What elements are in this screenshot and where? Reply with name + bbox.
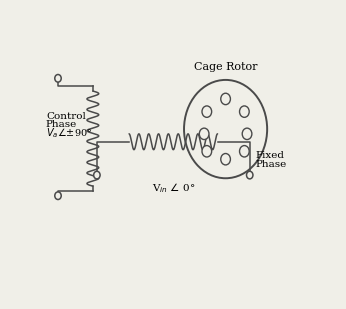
Text: Phase: Phase (255, 160, 286, 169)
Circle shape (239, 106, 249, 117)
Circle shape (246, 171, 253, 179)
Circle shape (221, 154, 230, 165)
Circle shape (242, 128, 252, 140)
Circle shape (55, 74, 61, 82)
Circle shape (55, 192, 61, 200)
Text: $V_a$$\angle$$\pm$90°: $V_a$$\angle$$\pm$90° (46, 126, 92, 140)
Text: Phase: Phase (46, 120, 77, 129)
Circle shape (202, 146, 212, 157)
Text: Control: Control (46, 112, 86, 121)
Circle shape (184, 80, 267, 178)
Circle shape (239, 146, 249, 157)
Text: V$_{in}$ $\angle$ 0°: V$_{in}$ $\angle$ 0° (152, 181, 195, 195)
Circle shape (221, 93, 230, 105)
Circle shape (202, 106, 212, 117)
Text: Fixed: Fixed (255, 151, 284, 160)
Circle shape (94, 171, 100, 179)
Text: Cage Rotor: Cage Rotor (194, 62, 257, 72)
Circle shape (199, 128, 209, 140)
